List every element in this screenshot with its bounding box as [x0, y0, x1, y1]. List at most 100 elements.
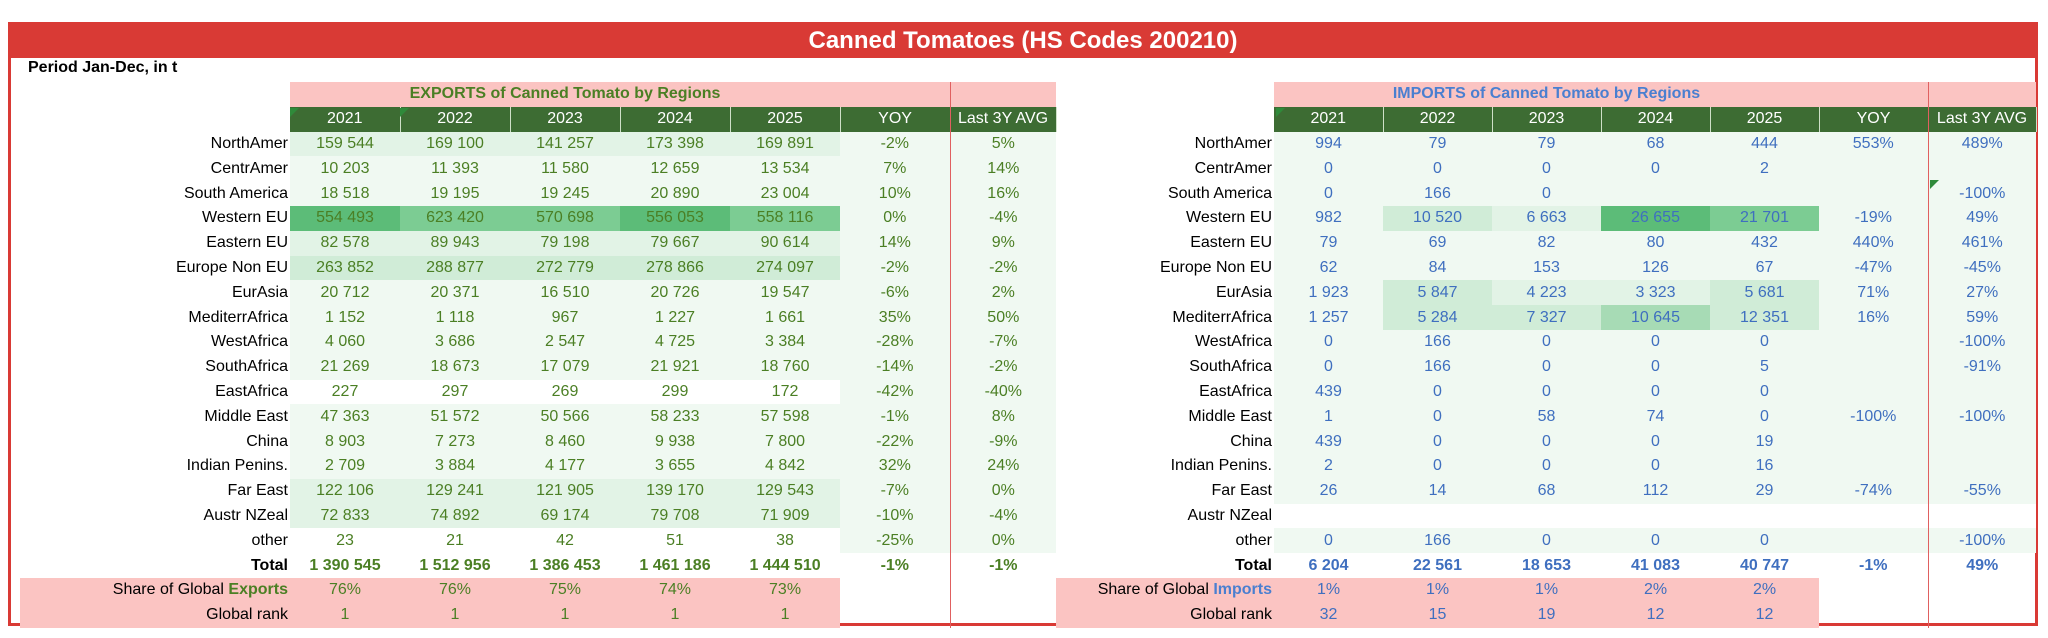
value-cell: 19 245	[510, 181, 620, 206]
imports-caption-fill	[1928, 82, 2036, 107]
value-cell: 0	[1383, 404, 1492, 430]
value-cell: -9%	[950, 429, 1057, 454]
value-cell: 444	[1710, 131, 1819, 157]
table-row: China 8 903 7 273 8 460 9 938 7 800 -22% -9%	[20, 429, 1057, 454]
value-cell: 0	[1601, 429, 1710, 454]
region-label-northamer: NorthAmer	[1194, 134, 1272, 152]
value-cell: 166	[1383, 354, 1492, 380]
value-cell: -74%	[1819, 478, 1929, 504]
rank-cell: 19	[1492, 602, 1601, 628]
value-cell: -100%	[1928, 528, 2036, 554]
value-cell: 69	[1383, 230, 1492, 256]
table-row: EurAsia 1 923 5 847 4 223 3 323 5 681 71% 27%	[1056, 280, 2036, 306]
value-cell: 23 004	[730, 181, 841, 206]
region-label-austr-nzeal: Austr NZeal	[1187, 506, 1272, 524]
exports-caption: EXPORTS of Canned Tomato by Regions	[290, 82, 841, 107]
value-cell: 58	[1492, 404, 1601, 430]
share-label-prefix: Share of Global	[112, 581, 229, 599]
value-cell: 122 106	[290, 478, 400, 504]
period-label: Period Jan-Dec, in t	[28, 59, 178, 76]
value-cell: 57 598	[730, 404, 841, 430]
sheet-title: Canned Tomatoes (HS Codes 200210)	[8, 22, 2038, 58]
value-cell: 82 578	[290, 230, 400, 256]
value-cell: 3 384	[730, 329, 841, 355]
rank-cell: 15	[1383, 602, 1492, 628]
col-header-2024: 2024	[620, 106, 731, 132]
value-cell: 461%	[1928, 230, 2036, 256]
value-cell: 173 398	[620, 131, 730, 157]
value-cell: 16	[1710, 453, 1819, 479]
value-cell: 2	[1710, 156, 1819, 182]
value-cell: 82	[1492, 230, 1601, 256]
value-cell: 84	[1383, 255, 1492, 281]
value-cell	[1819, 181, 1929, 206]
value-cell: 49%	[1928, 205, 2036, 231]
value-cell: 288 877	[400, 255, 510, 281]
value-cell: 90 614	[730, 230, 841, 256]
region-label-centramer: CentrAmer	[210, 159, 288, 177]
value-cell: 8 903	[290, 429, 400, 454]
col-header-2025: 2025	[730, 106, 841, 132]
value-cell: 74	[1601, 404, 1710, 430]
value-cell: 69 174	[510, 503, 620, 529]
table-row: other 0 166 0 0 0 -100%	[1056, 528, 2036, 554]
region-label-southafrica: SouthAfrica	[205, 358, 288, 376]
value-cell: 21 701	[1710, 205, 1819, 231]
value-cell: 71%	[1819, 280, 1929, 306]
value-cell: 20 726	[620, 280, 730, 306]
value-cell: 0	[1710, 404, 1819, 430]
rank-cell: 1	[400, 602, 510, 628]
value-cell: 0	[1710, 528, 1819, 554]
value-cell: 1 152	[290, 305, 400, 330]
rank-blank	[950, 603, 1056, 628]
value-cell: 68	[1492, 478, 1601, 504]
value-cell: 74 892	[400, 503, 510, 529]
value-cell: 16 510	[510, 280, 620, 306]
value-cell: 0	[1274, 156, 1383, 182]
value-cell: 8 460	[510, 429, 620, 454]
share-cell: 75%	[510, 577, 620, 603]
rank-label: Global rank	[1056, 602, 1274, 628]
share-label-prefix: Share of Global	[1097, 581, 1214, 599]
share-blank	[950, 578, 1056, 603]
total-cell: 41 083	[1631, 556, 1680, 574]
value-cell: 58 233	[620, 404, 730, 430]
value-cell: 263 852	[290, 255, 400, 281]
table-row: SouthAfrica 21 269 18 673 17 079 21 921 18 76…	[20, 354, 1057, 380]
value-cell	[1928, 379, 2036, 405]
value-cell: -7%	[950, 329, 1057, 355]
value-cell	[1819, 453, 1929, 479]
region-label-europe-non-eu: Europe Non EU	[175, 258, 288, 276]
value-cell: 299	[620, 379, 730, 405]
value-cell: -28%	[840, 329, 951, 355]
value-cell: 274 097	[730, 255, 841, 281]
value-cell: -25%	[840, 528, 951, 554]
col-header-yoy: YOY	[840, 106, 951, 132]
value-cell: 24%	[950, 453, 1057, 479]
rank-cell: 1	[510, 602, 620, 628]
value-cell: -6%	[840, 280, 951, 306]
value-cell: 0	[1492, 156, 1601, 182]
region-label-eastafrica: EastAfrica	[215, 382, 288, 400]
table-row: South America 0 166 0 -100%	[1056, 181, 2036, 206]
value-cell: 556 053	[620, 205, 730, 231]
value-cell: 0	[1274, 528, 1383, 554]
value-cell	[1819, 429, 1929, 454]
table-row: MediterrAfrica 1 257 5 284 7 327 10 645 12 35…	[1056, 305, 2036, 330]
share-row: Share of Global Imports 1% 1% 1% 2% 2%	[1056, 577, 2036, 603]
imports-header-blank	[1056, 107, 1274, 132]
value-cell: 3 323	[1601, 280, 1710, 306]
region-label-centramer: CentrAmer	[1194, 159, 1272, 177]
value-cell: -55%	[1928, 478, 2036, 504]
value-cell: 10 203	[290, 156, 400, 182]
value-cell	[1928, 429, 2036, 454]
col-header-2021: 2021	[1274, 106, 1384, 132]
share-cell: 1%	[1383, 577, 1492, 603]
value-cell: 2 547	[510, 329, 620, 355]
table-row: WestAfrica 4 060 3 686 2 547 4 725 3 384 -28% -…	[20, 329, 1057, 355]
value-cell: 112	[1601, 478, 1710, 504]
rank-blank	[1819, 602, 1929, 628]
total-cell: -1%	[1819, 553, 1929, 578]
value-cell: 14%	[840, 230, 951, 256]
region-label-eastafrica: EastAfrica	[1199, 382, 1272, 400]
